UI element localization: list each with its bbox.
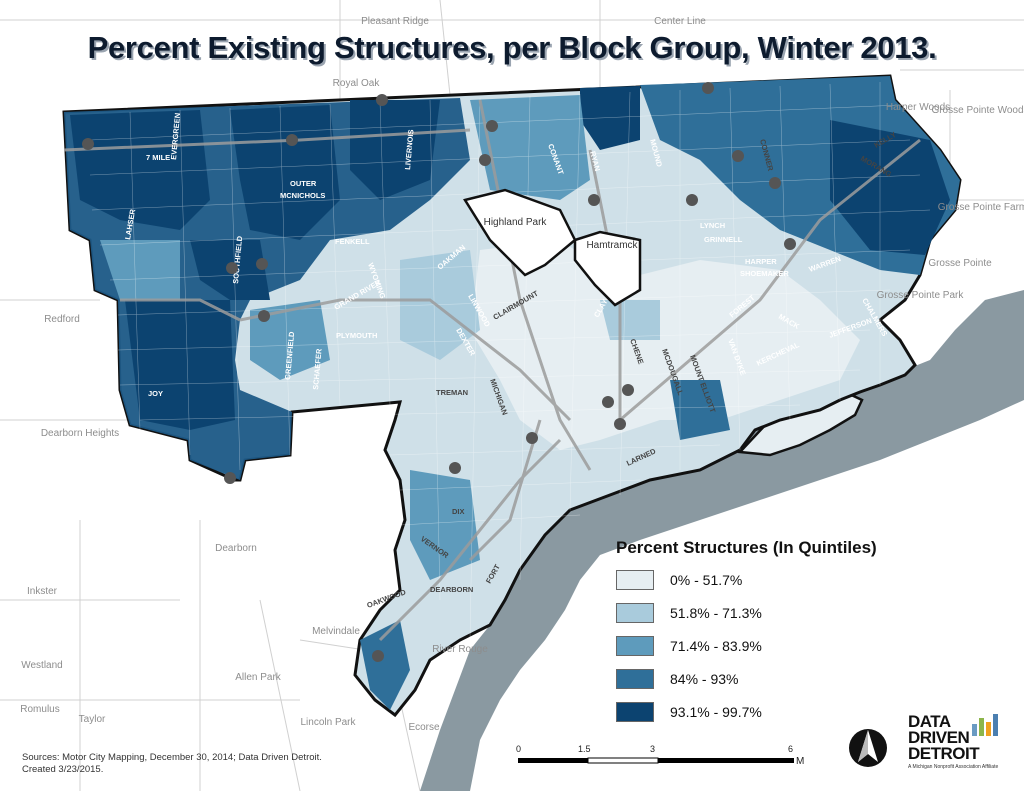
svg-text:River Rouge: River Rouge	[432, 644, 488, 655]
legend-label: 84% - 93%	[670, 671, 739, 687]
legend-title: Percent Structures (In Quintiles)	[616, 538, 877, 557]
legend-label: 51.8% - 71.3%	[670, 605, 762, 621]
legend-swatch	[616, 702, 654, 722]
svg-text:Ecorse: Ecorse	[408, 722, 440, 733]
legend-swatch	[616, 669, 654, 689]
svg-text:Lincoln Park: Lincoln Park	[300, 717, 356, 728]
scale-bar: 0 1.5 3 6 Miles	[516, 744, 804, 767]
svg-text:DIX: DIX	[452, 507, 465, 516]
svg-text:Taylor: Taylor	[79, 714, 106, 725]
svg-text:Center Line: Center Line	[654, 16, 706, 27]
svg-text:Pleasant Ridge: Pleasant Ridge	[361, 16, 429, 27]
scale-tick-label: 0	[516, 744, 521, 754]
svg-text:JOY: JOY	[148, 389, 163, 398]
svg-text:7 MILE: 7 MILE	[146, 153, 170, 162]
logo-tagline: A Michigan Nonprofit Association Affilia…	[908, 764, 999, 770]
legend-item: 0% - 51.7%	[616, 570, 946, 590]
svg-text:Romulus: Romulus	[20, 704, 59, 715]
svg-text:DEARBORN: DEARBORN	[430, 585, 473, 594]
svg-text:TREMAN: TREMAN	[436, 388, 468, 397]
legend-label: 93.1% - 99.7%	[670, 704, 762, 720]
svg-text:Grosse Pointe Woods: Grosse Pointe Woods	[931, 105, 1024, 116]
scale-unit: Miles	[796, 756, 804, 767]
svg-text:Inkster: Inkster	[27, 586, 58, 597]
legend: Percent Structures (In Quintiles) 0% - 5…	[616, 538, 946, 735]
logo-line: DRIVEN	[908, 728, 970, 747]
svg-text:Redford: Redford	[44, 314, 80, 325]
hamtramck-label: Hamtramck	[586, 240, 638, 251]
svg-text:LYNCH: LYNCH	[700, 221, 725, 230]
legend-label: 71.4% - 83.9%	[670, 638, 762, 654]
logo-bars-icon	[972, 714, 998, 736]
legend-item: 51.8% - 71.3%	[616, 603, 946, 623]
svg-text:MCNICHOLS: MCNICHOLS	[280, 191, 325, 200]
logo-line: DATA	[908, 712, 951, 731]
svg-text:EVERGREEN: EVERGREEN	[169, 112, 182, 160]
svg-text:PLYMOUTH: PLYMOUTH	[336, 331, 377, 340]
svg-text:HARPER: HARPER	[745, 257, 777, 266]
svg-text:LIVERNOIS: LIVERNOIS	[403, 129, 415, 170]
svg-text:Grosse Pointe Park: Grosse Pointe Park	[877, 290, 965, 301]
svg-text:OUTER: OUTER	[290, 179, 317, 188]
legend-item: 93.1% - 99.7%	[616, 702, 946, 722]
legend-swatch	[616, 570, 654, 590]
scale-tick-label: 6	[788, 744, 793, 754]
legend-swatch	[616, 603, 654, 623]
legend-label: 0% - 51.7%	[670, 572, 743, 588]
logo-line: DETROIT	[908, 744, 980, 763]
data-driven-detroit-logo: DATA DRIVEN DETROIT A Michigan Nonprofit…	[908, 712, 1004, 770]
svg-text:Grosse Pointe Farms: Grosse Pointe Farms	[938, 202, 1024, 213]
map-title: Percent Existing Structures, per Block G…	[87, 30, 937, 65]
detroit-river	[420, 290, 1024, 791]
svg-text:FENKELL: FENKELL	[335, 237, 370, 246]
legend-item: 71.4% - 83.9%	[616, 636, 946, 656]
svg-text:GRINNELL: GRINNELL	[704, 235, 743, 244]
svg-text:SCHAEFER: SCHAEFER	[311, 348, 324, 390]
svg-text:Westland: Westland	[21, 660, 63, 671]
scale-tick-label: 1.5	[578, 744, 591, 754]
svg-text:Harper Woods: Harper Woods	[886, 102, 950, 113]
highland-park-label: Highland Park	[484, 217, 548, 228]
svg-text:Dearborn: Dearborn	[215, 543, 257, 554]
svg-text:Allen Park: Allen Park	[235, 672, 282, 683]
north-arrow-icon	[849, 729, 887, 767]
legend-item: 84% - 93%	[616, 669, 946, 689]
hamtramck-enclave	[573, 230, 642, 307]
sources-text: Sources: Motor City Mapping, December 30…	[22, 752, 322, 763]
svg-text:SHOEMAKER: SHOEMAKER	[740, 269, 789, 278]
legend-swatch	[616, 636, 654, 656]
svg-text:Melvindale: Melvindale	[312, 626, 360, 637]
svg-text:GREENFIELD: GREENFIELD	[283, 331, 296, 381]
sources-note: Sources: Motor City Mapping, December 30…	[22, 752, 322, 776]
svg-text:Royal Oak: Royal Oak	[333, 78, 381, 89]
highland-park-enclave	[463, 188, 577, 277]
svg-text:Dearborn Heights: Dearborn Heights	[41, 428, 119, 439]
block-group-lines	[89, 82, 931, 641]
highway-shields	[82, 82, 796, 662]
outside-labels: Pleasant Ridge Royal Oak Center Line Har…	[20, 16, 1024, 733]
svg-text:Grosse Pointe: Grosse Pointe	[928, 258, 992, 269]
scale-tick-label: 3	[650, 744, 655, 754]
created-date: Created 3/23/2015.	[22, 764, 104, 775]
